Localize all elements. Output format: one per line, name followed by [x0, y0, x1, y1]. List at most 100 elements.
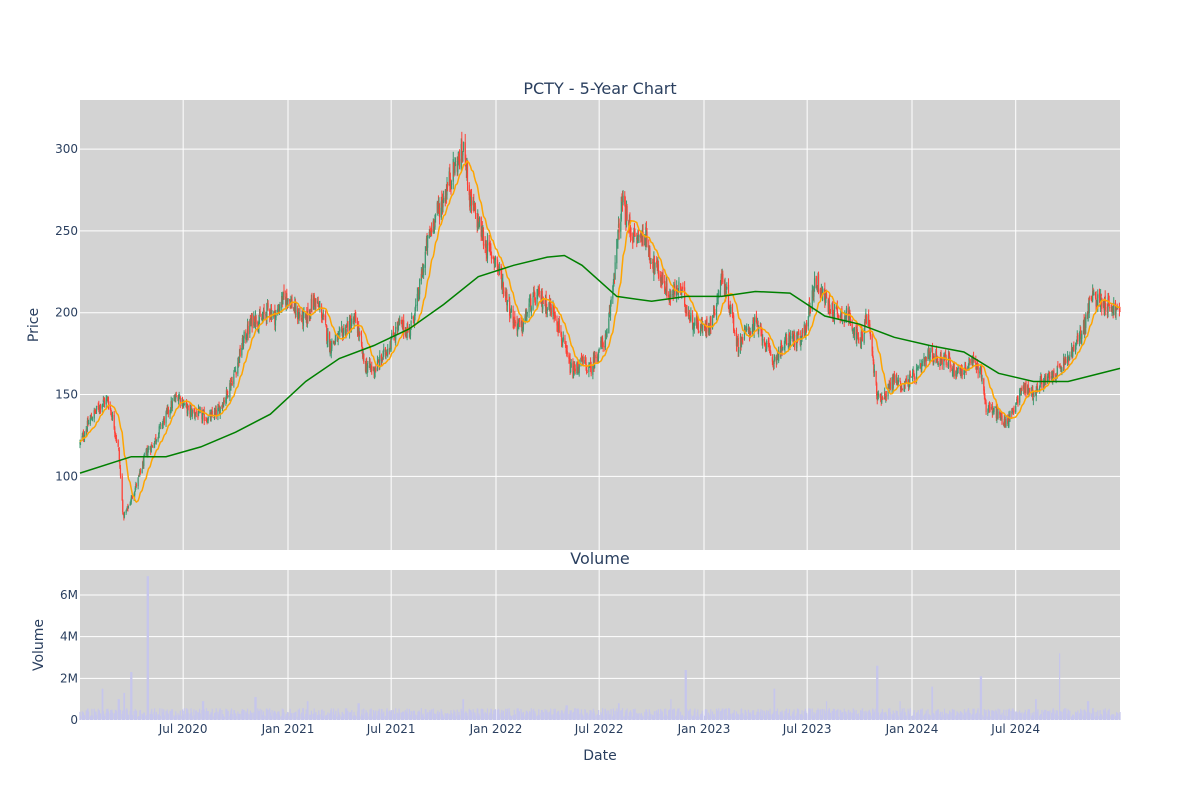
candle-body [709, 328, 711, 332]
volume-bar [279, 716, 281, 720]
candle-body [738, 350, 740, 353]
x-tick-label: Jul 2023 [782, 722, 832, 736]
candle-body [596, 356, 599, 359]
volume-bar [358, 703, 360, 720]
candle-body [154, 441, 156, 445]
volume-bar [977, 708, 979, 720]
candle-body [614, 262, 616, 280]
candle-body [504, 291, 506, 293]
candle-body [411, 315, 413, 320]
candle-body [975, 360, 977, 367]
candle-body [94, 411, 96, 413]
volume-bar [506, 708, 508, 720]
volume-bar [883, 712, 885, 720]
candle-body [297, 308, 299, 320]
candle-body [624, 204, 626, 225]
candle-body [393, 338, 395, 340]
candle-body [1047, 376, 1049, 382]
volume-bar [892, 710, 894, 720]
volume-bar [817, 709, 820, 720]
ma-long-line [79, 254, 1121, 474]
candle-body [750, 331, 752, 335]
candle-body [765, 349, 767, 351]
candle-body [657, 264, 660, 276]
volume-bar [420, 708, 422, 720]
candle-body [804, 325, 806, 334]
candle-body [94, 409, 96, 412]
volume-bar [303, 716, 305, 720]
candle-body [634, 234, 636, 236]
candle-body [179, 396, 181, 398]
volume-bar [702, 714, 704, 720]
candle-body [919, 363, 921, 369]
candle-body [227, 395, 229, 397]
volume-bar [715, 708, 718, 720]
candle-body [452, 159, 454, 182]
candle-body [911, 372, 914, 377]
candle-body [965, 369, 967, 370]
candle-body [735, 333, 738, 347]
candle-body [361, 345, 363, 349]
volume-bar [582, 716, 584, 720]
volume-bar [247, 713, 249, 720]
volume-bar [327, 712, 329, 720]
volume-bar [913, 709, 915, 720]
candle-body [690, 312, 692, 321]
candle-body [190, 408, 192, 410]
candle-body [175, 396, 177, 398]
candle-body [935, 350, 938, 363]
candle-body [837, 314, 839, 315]
candle-body [494, 257, 497, 261]
candle-body [193, 412, 196, 416]
candle-body [117, 440, 119, 447]
volume-bar [853, 711, 856, 720]
volume-bar [103, 716, 106, 720]
volume-bar [1057, 715, 1059, 720]
candle-body [925, 356, 927, 362]
volume-bar [626, 708, 628, 720]
candle-body [568, 355, 570, 359]
candle-body [1100, 293, 1102, 306]
candle-body [786, 337, 788, 346]
candle-body [731, 304, 734, 317]
volume-bar [315, 712, 317, 720]
candle-body [106, 397, 108, 399]
candle-body [961, 367, 963, 377]
volume-bar [714, 716, 716, 720]
candle-body [1043, 382, 1045, 387]
candle-body [764, 342, 766, 344]
candle-body [363, 353, 365, 363]
candle-body [373, 367, 375, 375]
volume-bar [171, 709, 173, 720]
volume-bar [321, 709, 323, 720]
candle-body [824, 300, 826, 305]
candle-body [748, 326, 750, 334]
candle-body [766, 341, 768, 350]
candle-body [613, 274, 615, 283]
candle-body [760, 330, 763, 334]
candle-body [263, 310, 265, 314]
candle-body [572, 362, 574, 379]
volume-bar [762, 710, 764, 720]
volume-bar [442, 716, 445, 720]
candle-body [943, 354, 945, 366]
candle-body [355, 316, 357, 324]
volume-y-tick-label: 6M [60, 588, 78, 602]
candle-body [727, 285, 730, 308]
volume-subplot-title: Volume [570, 549, 630, 568]
candle-body [811, 290, 813, 310]
volume-bar [796, 708, 799, 720]
volume-bar [135, 710, 138, 720]
candle-body [157, 438, 159, 441]
volume-bar [1119, 711, 1121, 720]
candle-body [371, 366, 373, 371]
candle-body [470, 194, 473, 206]
candle-body [905, 378, 907, 383]
candle-body [853, 327, 856, 335]
candle-body [303, 312, 305, 314]
candle-body [868, 314, 870, 322]
candle-body [945, 357, 947, 366]
volume-bar [434, 713, 437, 720]
volume-bar [706, 709, 708, 720]
candle-body [917, 368, 919, 370]
